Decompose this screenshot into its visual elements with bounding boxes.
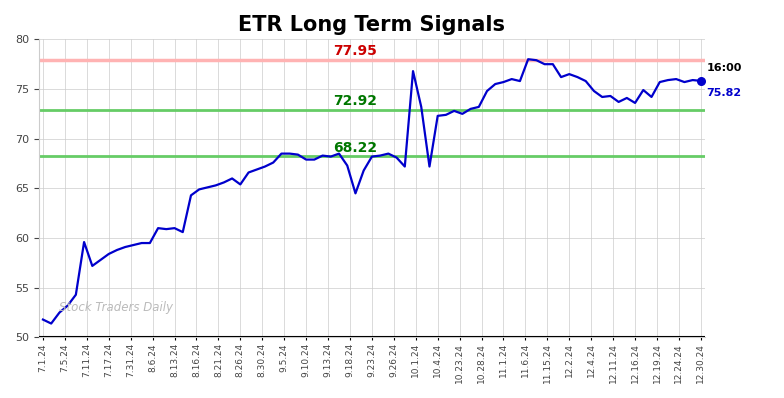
Point bbox=[695, 78, 707, 84]
Text: 72.92: 72.92 bbox=[333, 94, 377, 108]
Text: 75.82: 75.82 bbox=[706, 88, 742, 98]
Text: 77.95: 77.95 bbox=[333, 44, 377, 58]
Title: ETR Long Term Signals: ETR Long Term Signals bbox=[238, 15, 506, 35]
Text: 68.22: 68.22 bbox=[333, 140, 378, 154]
Text: 16:00: 16:00 bbox=[706, 63, 742, 73]
Text: Stock Traders Daily: Stock Traders Daily bbox=[59, 300, 172, 314]
